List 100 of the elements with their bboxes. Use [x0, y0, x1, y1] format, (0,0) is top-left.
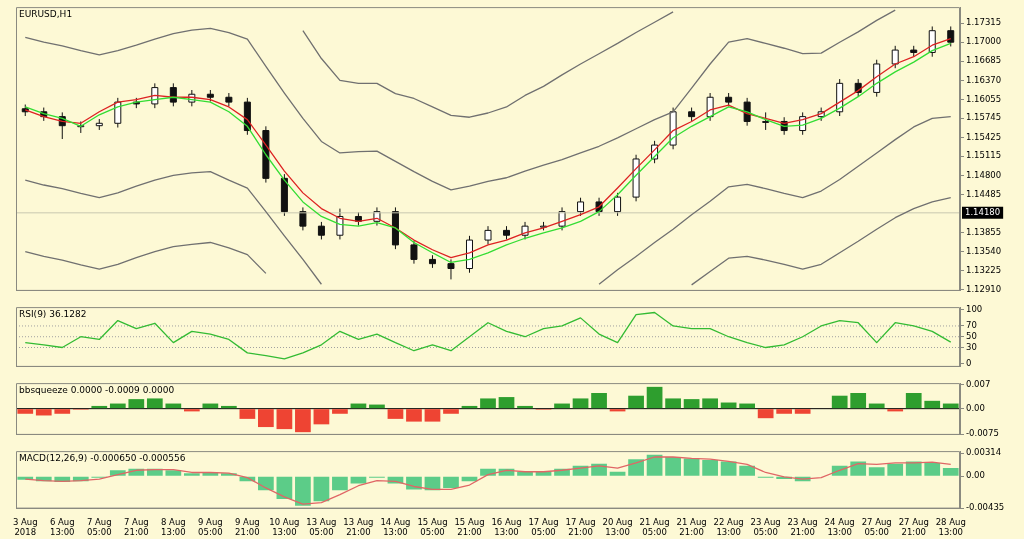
bar — [757, 409, 774, 419]
bar — [572, 398, 589, 409]
y-tick-label: 1.15745 — [966, 112, 1002, 123]
bar — [332, 409, 348, 414]
bar — [54, 409, 71, 414]
x-tick-label: 13 Aug 05:00 — [306, 516, 337, 538]
y-tick-label: 100 — [966, 304, 983, 314]
bar — [609, 471, 626, 476]
x-tick-label: 20 Aug 13:00 — [602, 516, 633, 538]
bar — [887, 463, 904, 476]
bar — [776, 409, 793, 414]
y-tick-label: 0.00 — [966, 470, 985, 481]
x-tick-label: 15 Aug 21:00 — [454, 516, 485, 538]
y-tick-label: 1.12910 — [966, 283, 1002, 294]
bar — [850, 392, 867, 409]
bar — [183, 473, 200, 476]
bar — [498, 397, 515, 409]
bar — [313, 476, 330, 502]
y-tick-label: 1.15425 — [966, 131, 1002, 142]
y-tick-label: 30 — [966, 341, 977, 352]
bar — [850, 461, 867, 476]
x-tick-label: 27 Aug 21:00 — [898, 516, 929, 538]
x-tick-label: 24 Aug 13:00 — [824, 516, 855, 538]
bar — [702, 459, 718, 476]
y-tick-label: 1.16370 — [966, 74, 1002, 85]
bar — [868, 467, 885, 476]
y-tick-label: 50 — [966, 330, 977, 341]
bar — [424, 409, 441, 422]
bar — [924, 400, 941, 409]
y-tick-label: 1.13540 — [966, 245, 1002, 256]
bar — [35, 409, 52, 416]
y-tick-label: 1.17315 — [966, 17, 1002, 28]
x-tick-label: 15 Aug 05:00 — [417, 516, 448, 538]
x-tick-label: 7 Aug 21:00 — [123, 516, 149, 538]
x-tick-label: 13 Aug 21:00 — [343, 516, 374, 538]
bar — [905, 392, 922, 409]
bar — [239, 409, 256, 419]
bar — [665, 457, 681, 476]
bar — [165, 470, 182, 476]
y-tick-label: 0.00314 — [966, 447, 1002, 458]
bar — [517, 405, 533, 409]
bar — [517, 471, 533, 476]
chart-title: RSI(9) 36.1282 — [19, 308, 87, 319]
x-tick-label: 23 Aug 05:00 — [750, 516, 781, 538]
x-tick-label: 21 Aug 21:00 — [676, 516, 707, 538]
x-tick-label: 17 Aug 05:00 — [528, 516, 559, 538]
bar — [942, 468, 959, 476]
bar — [924, 462, 941, 476]
bar — [739, 465, 755, 476]
y-tick-label: 70 — [966, 320, 977, 331]
bar — [665, 398, 681, 409]
chart-title: EURUSD,H1 — [19, 8, 73, 19]
y-tick-label: 1.17000 — [966, 36, 1002, 47]
x-tick-label: 3 Aug 2018 — [12, 516, 38, 538]
x-tick-label: 22 Aug 13:00 — [713, 516, 744, 538]
y-tick-label: -0.0075 — [966, 428, 999, 439]
bar — [91, 405, 108, 409]
bar — [591, 392, 607, 409]
bar — [794, 409, 811, 414]
bar — [443, 476, 459, 488]
bar — [887, 409, 904, 412]
x-tick-label: 9 Aug 21:00 — [235, 516, 260, 538]
bar — [683, 458, 700, 476]
chart-title: MACD(12,26,9) -0.000650 -0.000556 — [19, 452, 186, 463]
x-tick-label: 21 Aug 05:00 — [639, 516, 670, 538]
bar — [480, 398, 496, 409]
bar — [387, 409, 404, 419]
bar — [720, 461, 737, 476]
y-tick-label: -0.00435 — [966, 502, 1005, 513]
bar — [295, 409, 311, 433]
bar — [258, 409, 274, 428]
bar — [628, 459, 644, 476]
x-tick-label: 8 Aug 13:00 — [160, 516, 186, 538]
bar — [646, 386, 663, 409]
x-tick-label: 9 Aug 05:00 — [197, 516, 223, 538]
y-tick-label: 1.13855 — [966, 226, 1002, 237]
bar — [535, 471, 552, 476]
bar — [221, 405, 237, 409]
bar — [17, 409, 34, 414]
y-tick-label: 0.00 — [966, 402, 985, 413]
y-tick-label: 0 — [966, 357, 972, 368]
y-tick-label: 1.14800 — [966, 169, 1002, 180]
x-tick-label: 28 Aug 13:00 — [935, 516, 966, 538]
x-tick-label: 27 Aug 05:00 — [861, 516, 892, 538]
ref-line-label: 1.14180 — [965, 207, 1001, 218]
bar — [183, 409, 200, 412]
bar — [146, 398, 163, 409]
bar — [683, 399, 700, 409]
y-tick-label: 0.007 — [966, 379, 991, 390]
bar — [443, 409, 459, 414]
bar — [313, 409, 330, 425]
x-tick-label: 6 Aug 13:00 — [49, 516, 75, 538]
bar — [831, 395, 848, 409]
bar — [128, 399, 145, 409]
x-tick-label: 14 Aug 13:00 — [380, 516, 411, 538]
y-tick-label: 1.16685 — [966, 55, 1002, 66]
y-tick-label: 1.15115 — [966, 150, 1002, 161]
y-tick-label: 1.13225 — [966, 264, 1002, 275]
chart-title: bbsqueeze 0.0000 -0.0009 0.0000 — [19, 384, 175, 395]
bar — [628, 395, 644, 409]
